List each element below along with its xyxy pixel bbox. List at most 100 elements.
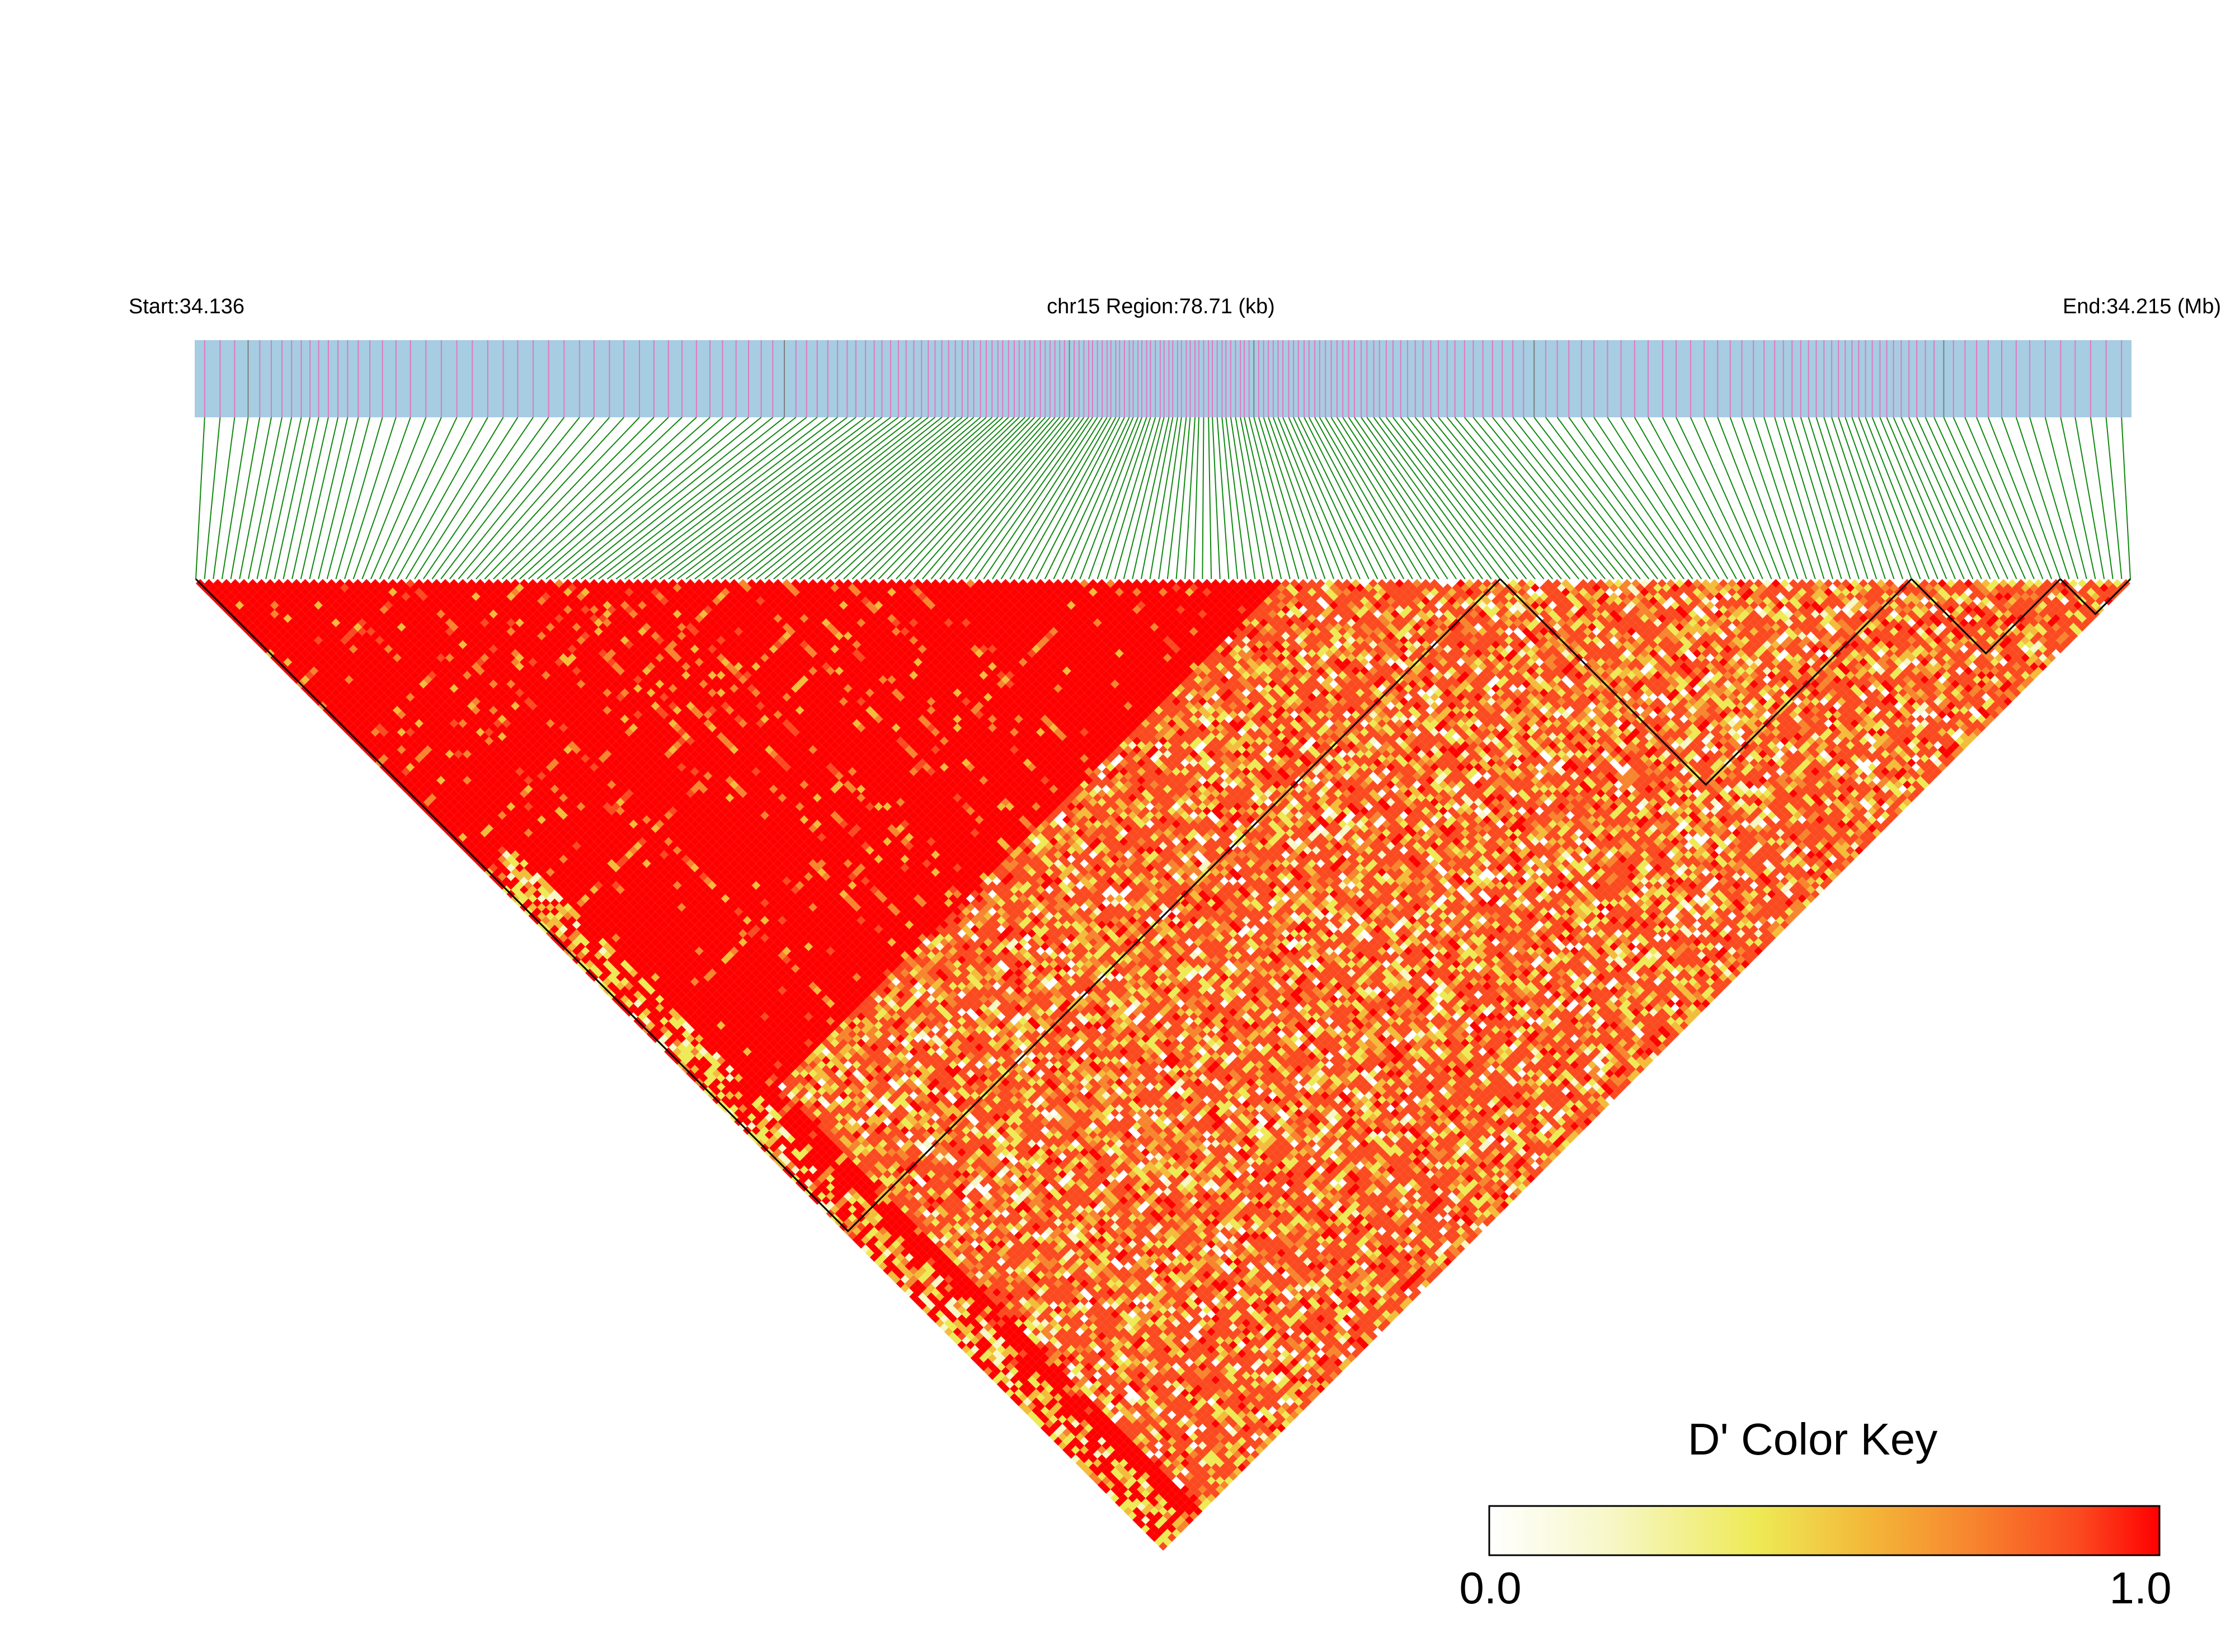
snp-connector xyxy=(256,417,293,580)
ld-cell xyxy=(441,806,450,816)
snp-connector xyxy=(361,417,427,580)
ld-cell xyxy=(511,885,520,895)
snp-connector xyxy=(1325,417,1422,580)
snp-connector xyxy=(843,417,1015,580)
ld-cell xyxy=(300,666,310,676)
ld-cell xyxy=(734,1108,743,1118)
ld-cell xyxy=(384,750,393,759)
snp-connector xyxy=(537,417,723,580)
ld-cell xyxy=(975,1358,984,1367)
snp-connector xyxy=(388,417,473,580)
ld-cell xyxy=(222,587,231,597)
snp-connector xyxy=(1943,417,2017,580)
ld-cell xyxy=(261,627,270,636)
snp-connector xyxy=(904,417,1051,580)
ld-cell xyxy=(204,579,214,588)
ld-cell xyxy=(542,916,550,925)
ld-cell xyxy=(1123,1498,1133,1507)
ld-cell xyxy=(1128,1502,1137,1512)
ld-cell xyxy=(353,728,363,737)
snp-connector xyxy=(1858,417,1921,580)
snp-connector xyxy=(1140,417,1174,580)
ld-cell xyxy=(1075,1458,1085,1468)
snp-connector xyxy=(1976,417,2044,580)
snp-connector xyxy=(1568,417,1685,580)
ld-cell xyxy=(1159,1533,1168,1542)
ld-cell xyxy=(760,1135,769,1144)
ld-cell xyxy=(497,872,507,881)
snp-connector xyxy=(335,417,383,580)
ld-cell xyxy=(568,933,577,943)
ld-cell xyxy=(944,1327,953,1336)
ld-cell xyxy=(528,894,538,903)
ld-cell xyxy=(266,640,275,649)
snp-connector xyxy=(791,417,981,580)
snp-connector xyxy=(1620,417,1720,580)
snp-connector xyxy=(1018,417,1112,580)
snp-connector xyxy=(1580,417,1693,580)
ld-cell xyxy=(1005,1389,1014,1397)
ld-cell xyxy=(327,702,336,710)
snp-connector xyxy=(703,417,915,580)
ld-cell xyxy=(222,596,231,605)
ld-cell xyxy=(970,1345,980,1354)
ld-cell xyxy=(594,959,603,969)
snp-connector xyxy=(878,417,1036,580)
snp-connector xyxy=(1114,417,1161,580)
snp-connector xyxy=(1753,417,1808,580)
snp-connector xyxy=(896,417,1046,580)
ld-cell xyxy=(681,1056,691,1065)
ld-cell xyxy=(865,1240,874,1249)
ld-cell xyxy=(305,671,314,680)
ld-cell xyxy=(1018,1393,1028,1402)
ld-cell xyxy=(778,1152,787,1161)
ld-cell xyxy=(1040,1423,1050,1433)
ld-cell xyxy=(660,1034,669,1043)
ld-cell xyxy=(1010,1393,1019,1402)
ld-cell xyxy=(900,1274,910,1284)
ld-cell xyxy=(463,837,472,846)
ld-cell xyxy=(1080,1463,1089,1472)
ld-cell xyxy=(878,1262,888,1271)
ld-cell xyxy=(331,705,341,715)
ld-cell xyxy=(331,697,341,706)
ld-cell xyxy=(449,824,459,833)
snp-connector xyxy=(1893,417,1965,580)
snp-connector xyxy=(755,417,956,580)
snp-connector xyxy=(668,417,883,580)
snp-connector xyxy=(957,417,1080,580)
ld-cell xyxy=(542,907,550,916)
snp-connector xyxy=(1293,417,1370,580)
ld-cell xyxy=(230,596,240,605)
snp-connector xyxy=(1676,417,1755,580)
ld-cell xyxy=(1106,1489,1115,1498)
ld-cell xyxy=(559,933,568,943)
ld-cell xyxy=(1018,1401,1028,1411)
ld-cell xyxy=(883,1257,892,1267)
ld-cell xyxy=(624,999,634,1008)
snp-connector xyxy=(921,417,1060,580)
snp-connector xyxy=(1690,417,1763,580)
snp-connector xyxy=(1386,417,1509,580)
snp-connector xyxy=(1815,417,1869,580)
ld-cell xyxy=(519,885,529,895)
ld-cell xyxy=(257,623,266,632)
ld-cell xyxy=(370,745,380,754)
ld-cell xyxy=(309,684,319,693)
snp-connector xyxy=(1774,417,1825,580)
ld-cell xyxy=(235,601,244,610)
ld-cell xyxy=(427,802,437,811)
ld-cell xyxy=(533,898,542,907)
ld-cell xyxy=(988,1371,997,1380)
ld-cell xyxy=(1093,1467,1102,1476)
ld-cell xyxy=(861,1235,870,1245)
snp-connector xyxy=(1230,417,1256,580)
ld-cell xyxy=(1141,1524,1150,1533)
ld-cell xyxy=(1066,1441,1076,1450)
ld-cell xyxy=(1089,1472,1098,1481)
snp-connector xyxy=(493,417,655,580)
ld-cell xyxy=(992,1367,1001,1376)
snp-connector xyxy=(1454,417,1588,580)
snp-connector xyxy=(1361,417,1475,580)
ld-cell xyxy=(926,1310,936,1319)
